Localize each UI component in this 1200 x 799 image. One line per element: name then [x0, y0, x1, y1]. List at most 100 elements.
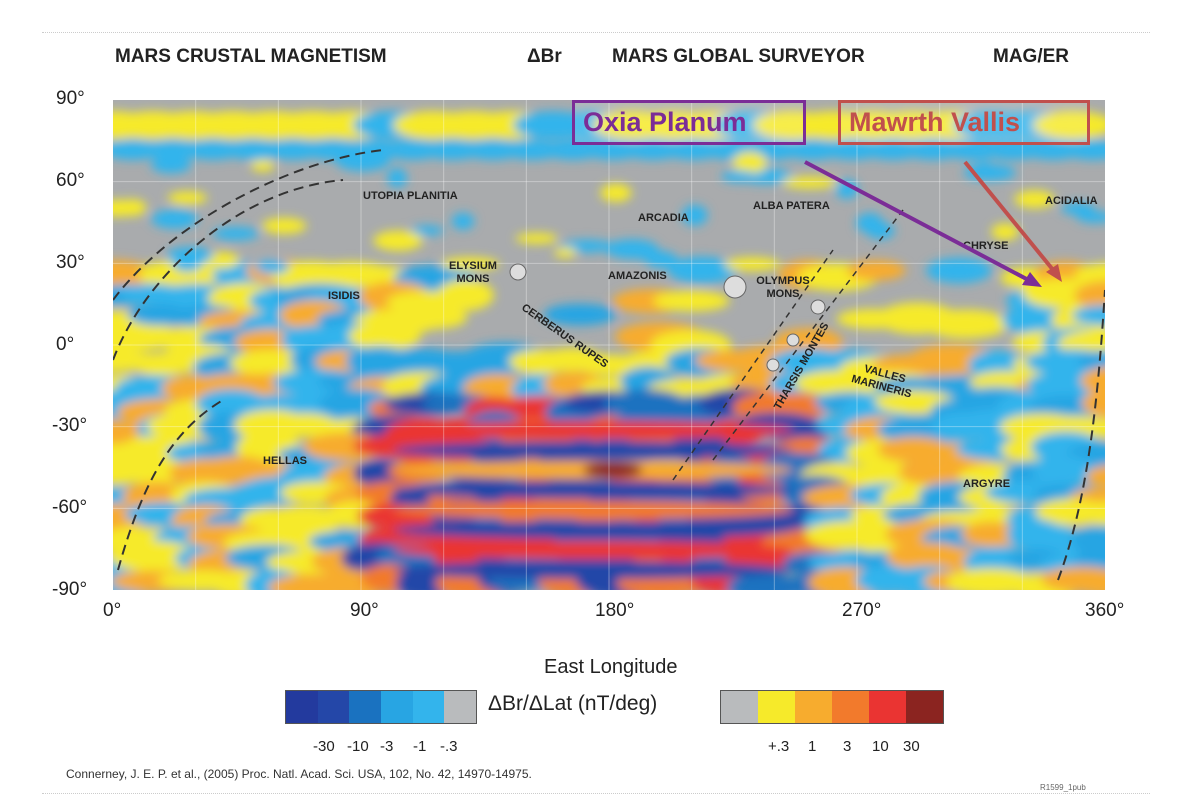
field-anomaly — [254, 259, 290, 275]
colorbar-swatch — [758, 691, 795, 723]
field-anomaly — [835, 179, 859, 200]
field-anomaly — [925, 257, 992, 284]
field-anomaly — [653, 290, 730, 312]
colorbar-tick: +.3 — [768, 738, 790, 755]
field-anomaly — [212, 226, 260, 241]
field-anomaly — [583, 462, 643, 478]
field-anomaly — [1031, 454, 1095, 485]
y-tick: -30° — [52, 415, 88, 436]
colorbar-swatch — [286, 691, 318, 723]
field-anomaly — [167, 191, 208, 205]
volcano-icon — [810, 299, 826, 315]
magnetic-map: UTOPIA PLANITIA ARCADIA ALBA PATERA ACID… — [113, 100, 1105, 590]
field-anomaly — [855, 212, 884, 234]
y-tick: 0° — [56, 334, 75, 355]
y-tick: -60° — [52, 497, 88, 518]
field-anomaly — [1014, 190, 1055, 209]
field-anomaly — [113, 199, 142, 217]
field-anomaly — [973, 161, 996, 178]
field-anomaly — [410, 225, 444, 236]
mawrth-arrow — [963, 160, 1060, 278]
field-anomaly — [150, 209, 199, 229]
field-anomaly — [127, 304, 192, 326]
field-anomaly — [681, 204, 708, 226]
oxia-planum-annotation: Oxia Planum — [572, 100, 806, 145]
region-label: OLYMPUS MONS — [756, 275, 810, 300]
field-anomaly — [1083, 419, 1105, 438]
field-anomaly — [262, 506, 344, 535]
field-anomaly — [1060, 202, 1095, 215]
y-tick: 30° — [56, 252, 85, 273]
arrow-head-icon — [1022, 272, 1042, 287]
region-label: ACIDALIA — [1045, 195, 1098, 207]
field-anomaly — [348, 321, 421, 351]
field-anomaly — [393, 441, 793, 459]
figure-frame — [42, 32, 1150, 794]
colorbar-swatch — [869, 691, 906, 723]
field-anomaly — [451, 212, 475, 230]
field-anomaly — [543, 303, 617, 326]
x-axis-label: East Longitude — [544, 656, 678, 678]
colorbar-tick: -1 — [413, 738, 427, 755]
region-label: UTOPIA PLANITIA — [363, 190, 458, 202]
colorbar-swatch — [381, 691, 413, 723]
region-label: ALBA PATERA — [753, 200, 830, 212]
colorbar-swatch — [317, 691, 350, 723]
field-anomaly — [554, 247, 577, 258]
field-anomaly — [393, 421, 793, 439]
field-anomaly — [393, 501, 793, 519]
instrument-label: MAG/ER — [993, 46, 1069, 67]
field-anomaly — [922, 309, 1010, 339]
field-anomaly — [515, 232, 559, 244]
field-anomaly — [150, 156, 192, 174]
field-anomaly — [877, 436, 950, 463]
colorbar-swatch — [906, 691, 943, 723]
y-tick: 90° — [56, 88, 85, 109]
colorbar-swatch — [412, 691, 445, 723]
field-anomaly — [1071, 525, 1105, 556]
volcano-icon — [766, 358, 780, 372]
map-field — [113, 100, 1105, 590]
colorbar-tick: -.3 — [440, 738, 458, 755]
field-anomaly — [262, 217, 307, 234]
field-anomaly — [732, 151, 767, 174]
delta-br-symbol: ΔBr — [527, 46, 562, 67]
field-anomaly — [600, 183, 632, 202]
field-anomaly — [1072, 304, 1105, 326]
elysium-mons-icon — [509, 263, 527, 281]
colorbar-tick: 10 — [872, 738, 889, 755]
field-anomaly — [393, 481, 793, 499]
field-anomaly — [781, 176, 838, 189]
figure-title: MARS CRUSTAL MAGNETISM — [115, 46, 387, 67]
region-label: ARCADIA — [638, 212, 689, 224]
x-tick: 270° — [842, 600, 882, 621]
colorbar-tick: -3 — [380, 738, 394, 755]
colorbar-tick: -30 — [313, 738, 335, 755]
field-anomaly — [113, 540, 198, 572]
field-anomaly — [1063, 140, 1105, 160]
colorbar-swatch — [349, 691, 382, 723]
colorbar-tick: 1 — [808, 738, 817, 755]
mission-label: MARS GLOBAL SURVEYOR — [612, 46, 865, 67]
y-tick: 60° — [56, 170, 85, 191]
field-anomaly — [961, 521, 1023, 548]
field-anomaly — [393, 541, 793, 559]
oxia-arrow — [804, 160, 1037, 286]
field-anomaly — [1081, 389, 1105, 418]
figure-id: R1599_1pub — [1040, 783, 1086, 792]
colorbar-swatch — [721, 691, 758, 723]
field-anomaly — [402, 305, 468, 329]
volcano-icon — [786, 333, 800, 347]
field-anomaly — [440, 257, 500, 271]
field-anomaly — [605, 239, 659, 259]
x-tick: 0° — [103, 600, 122, 621]
field-anomaly — [667, 256, 737, 284]
colorbar-swatch — [832, 691, 869, 723]
colorbar-tick: 3 — [843, 738, 852, 755]
field-anomaly — [1002, 306, 1061, 334]
x-tick: 360° — [1085, 600, 1125, 621]
y-tick: -90° — [52, 579, 88, 600]
field-anomaly — [645, 250, 678, 269]
field-anomaly — [1075, 570, 1105, 590]
region-label: CHRYSE — [963, 240, 1009, 252]
